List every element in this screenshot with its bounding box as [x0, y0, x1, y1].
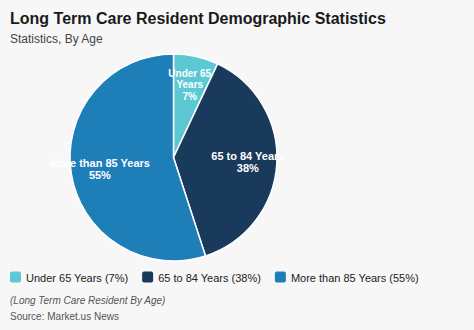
footnote: (Long Term Care Resident By Age) — [10, 295, 165, 306]
legend-label: Under 65 Years (7%) — [26, 272, 128, 284]
data-label: 65 to 84 Years38% — [211, 150, 284, 175]
title: Long Term Care Resident Demographic Stat… — [10, 10, 386, 27]
legend-item: More than 85 Years (55%) — [275, 272, 419, 284]
data-label-line: 7% — [183, 91, 198, 102]
data-label: Under 65Years7% — [168, 68, 211, 102]
chart: Long Term Care Resident Demographic Stat… — [0, 0, 474, 330]
data-label: More than 85 Years55% — [50, 157, 150, 182]
data-label-line: 55% — [89, 169, 111, 181]
subtitle: Statistics, By Age — [10, 32, 103, 46]
data-label-line: Under 65 — [168, 68, 211, 79]
legend-label: 65 to 84 Years (38%) — [158, 272, 261, 284]
footnote: Source: Market.us News — [10, 311, 119, 322]
legend-item: Under 65 Years (7%) — [10, 272, 128, 284]
legend-swatch — [10, 272, 21, 283]
legend-item: 65 to 84 Years (38%) — [142, 272, 261, 284]
data-label-line: More than 85 Years — [50, 157, 150, 169]
legend-swatch — [142, 272, 153, 283]
data-label-line: 38% — [237, 162, 259, 174]
data-labels: Under 65Years7% 65 to 84 Years38% More tha… — [50, 68, 285, 182]
legend-swatch — [275, 272, 286, 283]
data-label-line: Years — [176, 79, 203, 90]
legend: Under 65 Years (7%) 65 to 84 Years (38%) M… — [10, 272, 419, 284]
data-label-line: 65 to 84 Years — [211, 150, 284, 162]
legend-label: More than 85 Years (55%) — [291, 272, 419, 284]
